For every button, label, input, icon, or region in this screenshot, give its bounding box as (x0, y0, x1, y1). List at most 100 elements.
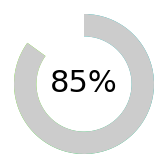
Wedge shape (106, 22, 117, 42)
Wedge shape (26, 44, 45, 57)
Wedge shape (109, 124, 121, 144)
Wedge shape (15, 91, 37, 96)
Wedge shape (106, 126, 117, 146)
Wedge shape (86, 132, 88, 154)
Wedge shape (84, 14, 85, 36)
Wedge shape (56, 128, 65, 149)
Wedge shape (97, 17, 105, 39)
Wedge shape (44, 123, 57, 142)
Wedge shape (72, 131, 77, 153)
Wedge shape (58, 128, 67, 149)
Wedge shape (121, 114, 139, 129)
Wedge shape (33, 117, 50, 133)
Wedge shape (128, 101, 149, 110)
Wedge shape (129, 60, 150, 69)
Wedge shape (14, 82, 36, 84)
Wedge shape (130, 64, 151, 71)
Wedge shape (131, 93, 153, 99)
Wedge shape (23, 107, 43, 119)
Wedge shape (125, 107, 146, 118)
Wedge shape (89, 131, 92, 154)
Wedge shape (130, 68, 152, 74)
Wedge shape (19, 56, 40, 66)
Wedge shape (93, 15, 99, 37)
Wedge shape (14, 84, 36, 85)
Wedge shape (14, 14, 154, 154)
Wedge shape (69, 130, 74, 153)
Wedge shape (101, 19, 111, 40)
Wedge shape (94, 16, 100, 38)
Wedge shape (19, 102, 40, 112)
Wedge shape (116, 32, 132, 49)
Wedge shape (118, 116, 136, 132)
Wedge shape (37, 119, 53, 137)
Wedge shape (99, 129, 108, 150)
Wedge shape (107, 125, 119, 145)
Wedge shape (132, 79, 154, 81)
Wedge shape (22, 106, 42, 117)
Wedge shape (128, 100, 150, 109)
Wedge shape (73, 131, 78, 153)
Wedge shape (71, 131, 76, 153)
Wedge shape (45, 123, 58, 143)
Wedge shape (106, 126, 118, 146)
Wedge shape (120, 39, 138, 54)
Wedge shape (117, 118, 133, 135)
Wedge shape (98, 17, 106, 39)
Wedge shape (119, 37, 137, 53)
Wedge shape (100, 129, 109, 150)
Wedge shape (77, 131, 80, 154)
Wedge shape (90, 15, 94, 37)
Wedge shape (108, 23, 120, 43)
Wedge shape (92, 131, 97, 153)
Wedge shape (120, 38, 138, 53)
Wedge shape (129, 59, 150, 68)
Wedge shape (104, 21, 115, 41)
Wedge shape (103, 20, 113, 41)
Wedge shape (20, 103, 41, 113)
Wedge shape (99, 18, 107, 39)
Wedge shape (130, 67, 152, 73)
Wedge shape (87, 14, 90, 37)
Wedge shape (98, 129, 106, 151)
Wedge shape (78, 131, 81, 154)
Wedge shape (127, 103, 148, 113)
Wedge shape (83, 132, 85, 154)
Wedge shape (15, 94, 38, 100)
Wedge shape (111, 122, 125, 141)
Wedge shape (14, 90, 37, 94)
Wedge shape (125, 108, 144, 120)
Wedge shape (103, 127, 114, 148)
Wedge shape (126, 106, 146, 117)
Wedge shape (131, 75, 154, 79)
Wedge shape (110, 25, 123, 44)
Wedge shape (22, 51, 42, 62)
Wedge shape (18, 58, 40, 67)
Wedge shape (25, 110, 44, 122)
Wedge shape (90, 131, 95, 153)
Wedge shape (16, 95, 38, 102)
Wedge shape (34, 117, 51, 134)
Wedge shape (14, 81, 36, 83)
Wedge shape (26, 111, 45, 124)
Wedge shape (35, 118, 51, 135)
Wedge shape (15, 71, 37, 76)
Wedge shape (87, 131, 90, 154)
Wedge shape (102, 128, 111, 149)
Wedge shape (57, 128, 66, 149)
Wedge shape (129, 100, 150, 108)
Wedge shape (113, 121, 127, 140)
Wedge shape (76, 131, 79, 154)
Wedge shape (107, 23, 119, 43)
Wedge shape (16, 96, 38, 103)
Wedge shape (14, 89, 37, 92)
Wedge shape (32, 116, 50, 132)
Wedge shape (132, 80, 154, 82)
Wedge shape (131, 87, 154, 90)
Wedge shape (24, 109, 44, 121)
Wedge shape (14, 79, 36, 81)
Wedge shape (127, 52, 147, 63)
Wedge shape (128, 102, 149, 112)
Wedge shape (17, 62, 39, 70)
Wedge shape (46, 124, 59, 143)
